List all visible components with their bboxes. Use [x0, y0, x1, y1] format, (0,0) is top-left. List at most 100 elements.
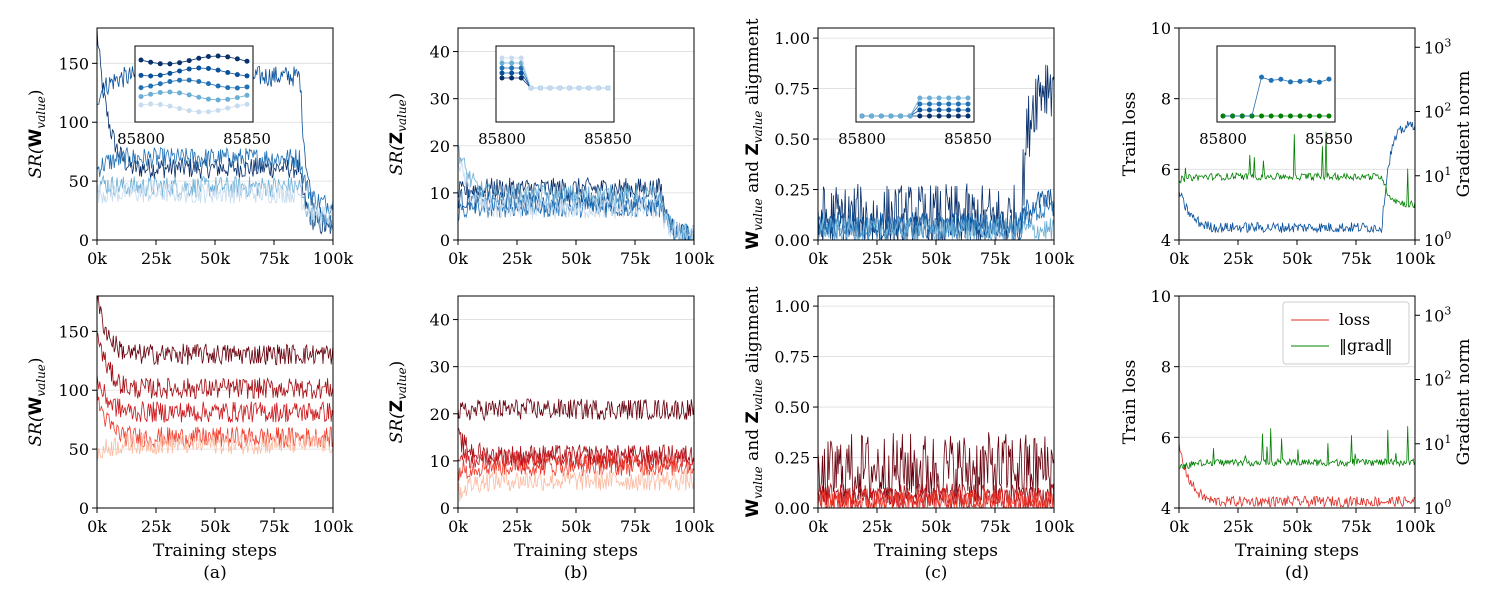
- inset-frame: [134, 45, 254, 123]
- x-tick-label: 25k: [502, 249, 532, 268]
- y-tick-label: 150: [58, 54, 89, 73]
- x-tick-label: 75k: [1341, 517, 1371, 536]
- y2-base: 10: [1424, 103, 1444, 122]
- y-tick-label: 0.00: [774, 499, 810, 518]
- inset: 85800 85850: [838, 45, 992, 148]
- y-label-part: value: [751, 466, 765, 499]
- inset-frame: [855, 45, 975, 123]
- y-label-part: Z: [743, 411, 763, 423]
- y-tick-label: 0: [440, 499, 450, 518]
- y-tick-label: 30: [430, 358, 450, 377]
- y-tick-label: 50: [69, 440, 89, 459]
- y-label-part: Z: [387, 132, 407, 144]
- y-tick-label: 0.00: [774, 231, 810, 250]
- y-tick-label: 10: [1151, 287, 1171, 306]
- y-tick-label: 40: [430, 311, 450, 330]
- x-tick-label: 50k: [921, 517, 951, 536]
- y-label-part: W: [743, 231, 763, 250]
- y-tick-label: 0: [79, 499, 89, 518]
- y-tick-label: 1.00: [774, 29, 810, 48]
- y2-exp: 2: [1444, 369, 1451, 382]
- y-label-part: value: [34, 364, 48, 397]
- y-label-part: and: [743, 424, 763, 467]
- inset-tick-label: 85800: [117, 130, 165, 148]
- y-tick-label: 0.25: [774, 181, 810, 200]
- y-axis-label: SR(Zvalue): [387, 93, 409, 176]
- y-tick-label: 1.00: [774, 297, 810, 316]
- x-tick-label: 100k: [1034, 249, 1075, 268]
- y2-tick-label: 101: [1424, 165, 1451, 186]
- y-tick-label: 0: [440, 231, 450, 250]
- y-label-part: value: [751, 111, 765, 144]
- series-line: [458, 176, 694, 240]
- y-tick-label: 10: [430, 184, 450, 203]
- y-label-part: SR(: [26, 147, 46, 178]
- series-group: [818, 432, 1054, 508]
- x-tick-label: 25k: [862, 517, 892, 536]
- y-tick-label: 30: [430, 90, 450, 109]
- x-tick-label: 0k: [87, 249, 107, 268]
- inset: 85800 85850: [478, 45, 632, 148]
- inset-frame: [1216, 45, 1336, 123]
- x-tick-label: 0k: [87, 517, 107, 536]
- y-label-part: ): [26, 357, 46, 364]
- axes-frame: [817, 27, 1055, 241]
- inset-point: [138, 72, 144, 78]
- inset-tick-label: 85800: [838, 130, 886, 148]
- panel-caption: (d): [1285, 563, 1309, 583]
- series-line: [1179, 131, 1415, 209]
- axes-frame: [817, 295, 1055, 509]
- y-label-part: value: [751, 379, 765, 412]
- inset-point: [244, 58, 250, 64]
- panel-caption: (b): [564, 563, 588, 583]
- inset: 85800 85850: [1199, 45, 1353, 148]
- x-tick-label: 75k: [1341, 249, 1371, 268]
- series-line: [818, 432, 1054, 508]
- y-axis-label: SR(Zvalue): [387, 361, 409, 444]
- series-group: [458, 397, 694, 502]
- series-group: [458, 145, 694, 240]
- series-line: [1179, 120, 1415, 234]
- series-line: [1179, 426, 1415, 470]
- y2-exp: 0: [1444, 229, 1451, 242]
- axes-frame: [96, 27, 334, 241]
- x-tick-label: 50k: [561, 249, 591, 268]
- y-label-part: W: [26, 128, 46, 147]
- series-line: [97, 146, 333, 216]
- y-tick-label: 8: [1161, 90, 1171, 109]
- y-tick-label: 0.25: [774, 449, 810, 468]
- series-line: [1179, 442, 1415, 508]
- x-axis-label: Training steps: [874, 541, 998, 561]
- inset-tick-label: 85800: [1199, 130, 1247, 148]
- y2-base: 10: [1424, 499, 1444, 518]
- y-label-part: value: [395, 99, 409, 132]
- y2-exp: 3: [1444, 36, 1451, 49]
- x-tick-label: 100k: [1395, 517, 1436, 536]
- y2-tick-label: 103: [1424, 304, 1451, 325]
- inset-line: [140, 91, 248, 101]
- x-tick-label: 25k: [1223, 249, 1253, 268]
- series-line: [97, 332, 333, 400]
- y-tick-label: 6: [1161, 160, 1171, 179]
- y-axis-label: SR(Wvalue): [26, 89, 48, 178]
- y-tick-label: 100: [58, 113, 89, 132]
- series-line: [97, 174, 333, 232]
- y-label-part: value: [395, 367, 409, 400]
- y-tick-label: 20: [430, 137, 450, 156]
- panel-b-bot: 0 10 20 30 40 0k 25k 50k 75k 100k SR(Zvalue) Traini…: [387, 295, 714, 583]
- inset-frame: [495, 45, 615, 123]
- y-axis-label: Wvalue and Zvalue alignment: [743, 286, 765, 517]
- y-axis-label: Train loss: [1120, 360, 1140, 445]
- y2-tick-label: 102: [1424, 101, 1451, 122]
- panel-a-bot: 0 50 100 150 0k 25k 50k 75k 100k SR(Wvalue) Traini…: [26, 295, 354, 583]
- y-label-part: alignment: [743, 286, 763, 378]
- y-tick-label: 4: [1161, 231, 1171, 250]
- panel-caption: (a): [203, 563, 226, 583]
- x-tick-label: 100k: [313, 517, 354, 536]
- y-tick-label: 8: [1161, 358, 1171, 377]
- x-tick-label: 100k: [1395, 249, 1436, 268]
- inset: 85800 85850: [117, 45, 271, 148]
- x-tick-label: 75k: [259, 517, 289, 536]
- x-axis-label: Training steps: [1235, 541, 1359, 561]
